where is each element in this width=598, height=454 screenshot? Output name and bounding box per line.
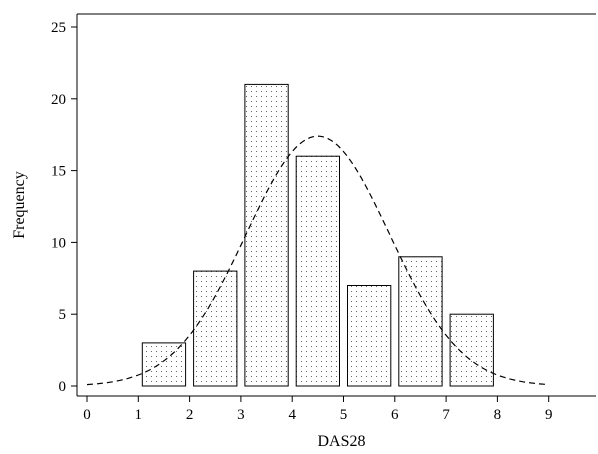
y-tick-label: 5 [59,307,67,323]
x-tick-label: 6 [391,407,399,423]
axes-layer: 0 5 10 15 20 25 0 1 2 3 4 5 6 7 8 9 [51,13,596,423]
x-tick-label: 0 [83,407,91,423]
histogram-bar-2 [193,270,238,387]
histogram-bar-4 [295,155,341,387]
curve-layer [86,135,549,386]
histogram-bar-7 [449,313,494,387]
x-tick-label: 2 [186,407,194,423]
x-tick-label: 5 [340,407,348,423]
x-tick-label: 7 [442,407,450,423]
histogram-bar-5 [347,285,392,387]
y-tick-label: 20 [51,92,66,108]
x-tick-label: 8 [494,407,502,423]
x-tick-label: 3 [237,407,245,423]
histogram-bar-6 [398,256,443,387]
x-tick-label: 4 [288,407,296,423]
x-tick-label: 1 [135,407,143,423]
normal-distribution-curve [86,135,549,386]
x-tick-label: 9 [545,407,553,423]
y-tick-label: 15 [51,164,66,180]
bars-layer [141,83,494,387]
histogram-bar-3 [244,83,289,387]
histogram-bar-1 [141,342,187,387]
x-axis-label: DAS28 [317,433,365,450]
y-tick-label: 0 [59,379,67,395]
y-tick-label: 25 [51,20,66,36]
y-axis-label: Frequency [11,171,28,239]
y-tick-label: 10 [51,235,66,251]
